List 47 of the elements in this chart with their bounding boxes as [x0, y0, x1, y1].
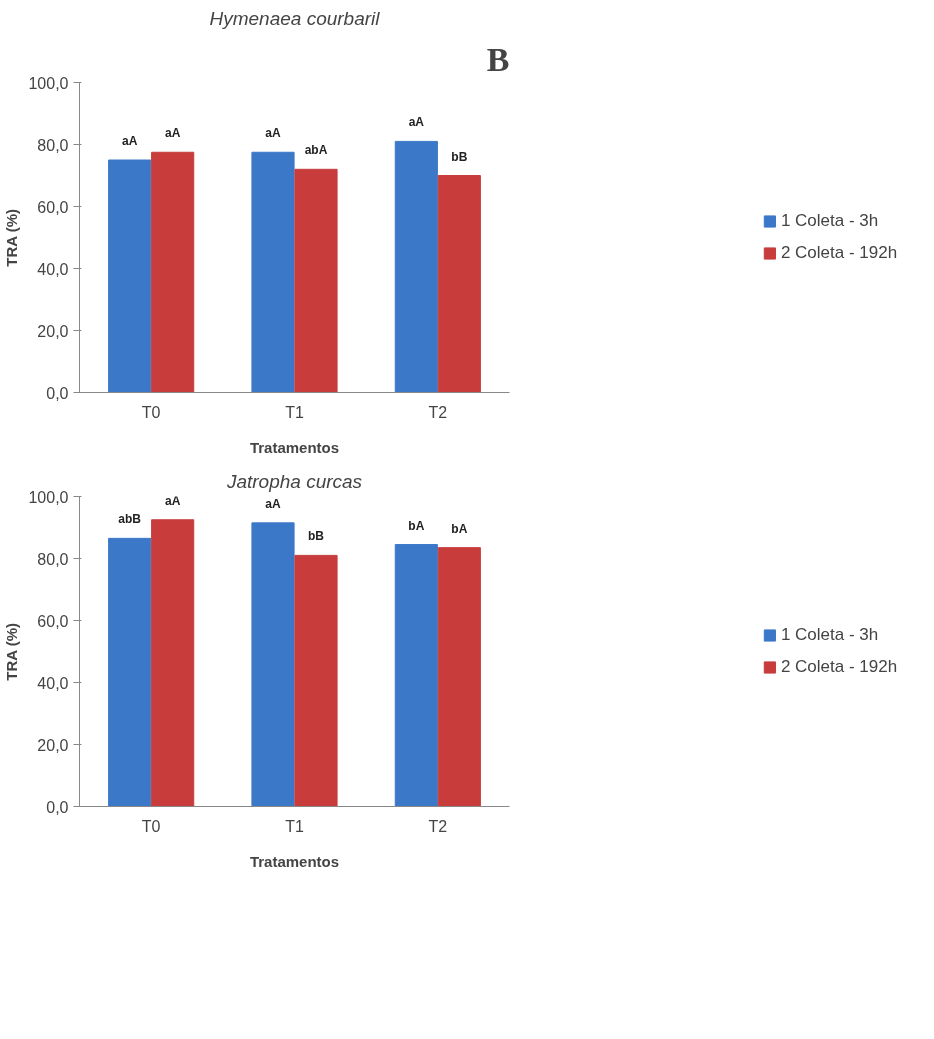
- y-tick-label: 0,0: [46, 798, 69, 816]
- x-axis-title: Tratamentos: [249, 438, 340, 456]
- y-tick-label: 0,0: [46, 384, 69, 402]
- bar: [251, 522, 295, 807]
- x-tick-label: T2: [428, 817, 448, 835]
- data-label: aA: [122, 134, 138, 148]
- y-tick-label: 60,0: [37, 198, 69, 216]
- legend-label: 1 Coleta - 3h: [780, 625, 879, 645]
- chart-title: Jatropha curcas: [225, 470, 363, 492]
- data-label: bA: [408, 518, 425, 533]
- x-tick-label: T0: [141, 403, 161, 421]
- x-tick-label: T0: [141, 817, 161, 835]
- data-label: bA: [451, 521, 468, 536]
- text: B: [486, 40, 510, 78]
- y-axis-title: TRA (%): [3, 208, 21, 267]
- data-label: abB: [118, 512, 142, 527]
- y-tick-label: 20,0: [37, 736, 69, 754]
- y-tick-label: 40,0: [37, 260, 69, 278]
- x-tick-label: T1: [285, 817, 304, 835]
- x-tick-label: T1: [285, 403, 304, 421]
- y-tick-label: 80,0: [37, 550, 69, 568]
- data-label: aA: [165, 493, 181, 508]
- x-axis-title: Tratamentos: [249, 852, 340, 870]
- data-label: aA: [408, 115, 425, 130]
- legend-label: 1 Coleta - 3h: [780, 211, 879, 231]
- data-label: aA: [265, 126, 281, 141]
- data-label: bB: [308, 529, 325, 544]
- y-tick-label: 100,0: [28, 488, 69, 506]
- y-axis-title: TRA (%): [3, 622, 21, 681]
- data-label: bB: [451, 149, 468, 164]
- x-tick-label: T2: [428, 403, 448, 421]
- bar: [437, 547, 481, 807]
- bar: [108, 537, 152, 807]
- data-label: abA: [304, 143, 328, 158]
- bar: [394, 544, 438, 807]
- y-tick-label: 100,0: [28, 74, 69, 92]
- legend-label: 2 Coleta - 192h: [780, 657, 898, 677]
- bar: [151, 519, 195, 807]
- data-label: aA: [265, 496, 281, 511]
- chart-title: Hymenaea courbaril: [209, 7, 381, 29]
- y-tick-label: 60,0: [37, 612, 69, 630]
- data-label: aA: [165, 126, 181, 141]
- y-tick-label: 20,0: [37, 322, 69, 340]
- legend-label: 2 Coleta - 192h: [780, 243, 898, 263]
- y-tick-label: 80,0: [37, 136, 69, 154]
- y-tick-label: 40,0: [37, 674, 69, 692]
- bar: [294, 554, 338, 807]
